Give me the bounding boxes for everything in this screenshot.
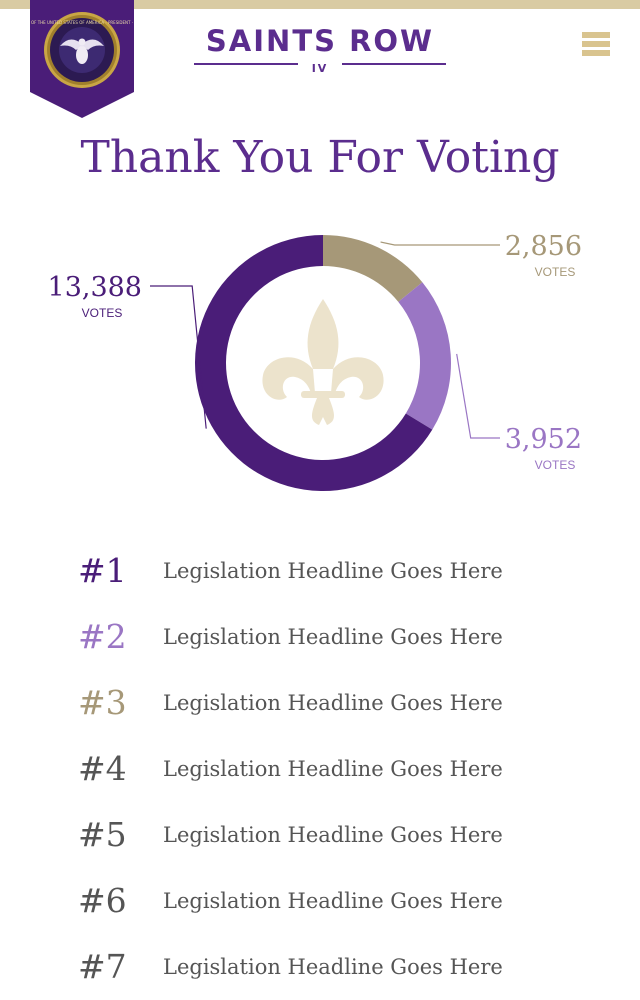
ranking-row[interactable]: #3 Legislation Headline Goes Here bbox=[78, 670, 503, 736]
presidential-seal-badge[interactable]: OF THE UNITED STATES OF AMERICA · PRESID… bbox=[30, 0, 134, 118]
ranking-row[interactable]: #7 Legislation Headline Goes Here bbox=[78, 934, 503, 1000]
legislation-headline[interactable]: Legislation Headline Goes Here bbox=[163, 955, 503, 979]
slice-unit-label-0: VOTES bbox=[535, 265, 576, 279]
slice-value-label-0: 2,856 bbox=[505, 231, 582, 262]
ranking-row[interactable]: #4 Legislation Headline Goes Here bbox=[78, 736, 503, 802]
rank-number: #4 bbox=[78, 749, 127, 788]
callout-line-1 bbox=[456, 353, 500, 439]
vote-donut-chart: 2,856 VOTES 3,952 VOTES 13,388 VOTES bbox=[48, 231, 582, 491]
legislation-ranking-list: #1 Legislation Headline Goes Here #2 Leg… bbox=[78, 538, 503, 1000]
rank-number: #7 bbox=[78, 947, 127, 986]
ranking-row[interactable]: #6 Legislation Headline Goes Here bbox=[78, 868, 503, 934]
rank-number: #6 bbox=[78, 881, 127, 920]
ranking-row[interactable]: #1 Legislation Headline Goes Here bbox=[78, 538, 503, 604]
top-accent-bar bbox=[0, 0, 640, 9]
seal-ring-text: OF THE UNITED STATES OF AMERICA · PRESID… bbox=[31, 20, 133, 25]
fleur-de-lis-icon bbox=[262, 299, 384, 425]
legislation-headline[interactable]: Legislation Headline Goes Here bbox=[163, 823, 503, 847]
legislation-headline[interactable]: Legislation Headline Goes Here bbox=[163, 559, 503, 583]
legislation-headline[interactable]: Legislation Headline Goes Here bbox=[163, 625, 503, 649]
slice-unit-label-1: VOTES bbox=[535, 458, 576, 472]
legislation-headline[interactable]: Legislation Headline Goes Here bbox=[163, 757, 503, 781]
page-title: Thank You For Voting bbox=[80, 132, 560, 183]
rank-number: #2 bbox=[78, 617, 127, 656]
legislation-headline[interactable]: Legislation Headline Goes Here bbox=[163, 889, 503, 913]
slice-value-label-2: 13,388 bbox=[48, 272, 142, 303]
rank-number: #3 bbox=[78, 683, 127, 722]
donut-slice-1 bbox=[398, 282, 451, 430]
ranking-row[interactable]: #5 Legislation Headline Goes Here bbox=[78, 802, 503, 868]
callout-line-2 bbox=[150, 285, 207, 429]
legislation-headline[interactable]: Legislation Headline Goes Here bbox=[163, 691, 503, 715]
logo-title: SAINTS ROW bbox=[205, 24, 435, 58]
donut-slice-0 bbox=[323, 235, 423, 302]
saints-row-logo[interactable]: SAINTS ROW IV bbox=[188, 24, 452, 75]
rank-number: #1 bbox=[78, 551, 127, 590]
rank-number: #5 bbox=[78, 815, 127, 854]
hamburger-menu-icon[interactable] bbox=[582, 32, 610, 60]
slice-unit-label-2: VOTES bbox=[82, 306, 123, 320]
callout-line-0 bbox=[380, 241, 500, 246]
slice-value-label-1: 3,952 bbox=[505, 424, 582, 455]
ranking-row[interactable]: #2 Legislation Headline Goes Here bbox=[78, 604, 503, 670]
logo-numeral: IV bbox=[311, 62, 329, 75]
logo-subtitle: IV bbox=[188, 57, 452, 75]
